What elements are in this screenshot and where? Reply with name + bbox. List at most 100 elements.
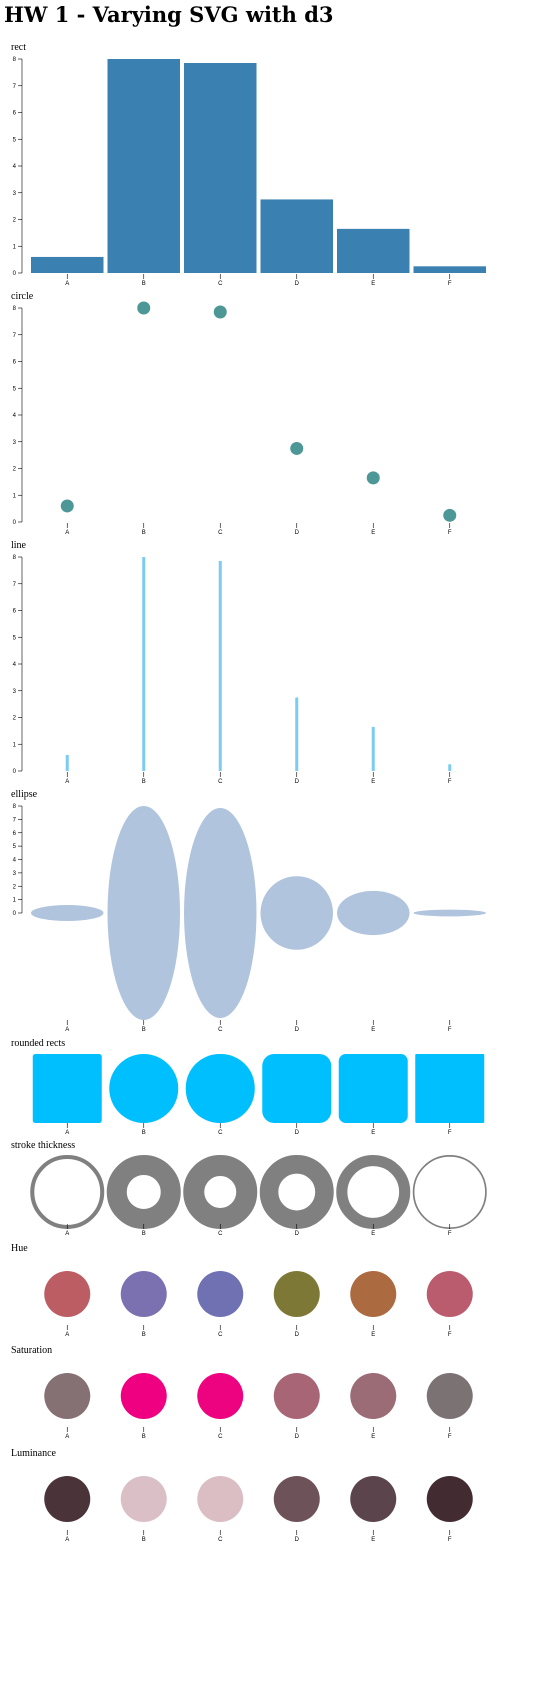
- saturation-x-tick-label: B: [142, 1434, 146, 1440]
- circle-x-tick-label: B: [142, 530, 146, 536]
- line-x-tick-label: D: [295, 779, 300, 785]
- circle-y-tick-label: 5: [13, 386, 17, 392]
- stroke-circle-A: [32, 1157, 102, 1227]
- circle-y-tick-label: 1: [13, 493, 17, 499]
- ellipse-x-tick-label: F: [448, 1027, 452, 1033]
- rounded-x-tick-label: C: [218, 1130, 223, 1136]
- circle-x-tick-label: E: [371, 530, 375, 536]
- rect-y-tick-label: 4: [13, 164, 17, 170]
- ellipse-F: [414, 910, 487, 917]
- rect-x-tick-label: E: [371, 281, 375, 287]
- ellipse-x-tick-label: A: [65, 1027, 69, 1033]
- saturation-swatch-D: [274, 1373, 320, 1419]
- ellipse-y-tick-label: 6: [13, 831, 17, 837]
- ellipse-y-tick-label: 0: [13, 911, 17, 917]
- point-B: [137, 302, 150, 315]
- circle-y-tick-label: 6: [13, 360, 17, 366]
- rect-y-tick-label: 5: [13, 137, 17, 143]
- rect-y-tick-label: 1: [13, 244, 17, 250]
- hue-swatch-E: [350, 1271, 396, 1317]
- rect-y-tick-label: 6: [13, 111, 17, 117]
- ellipse-y-tick-label: 2: [13, 884, 17, 890]
- circle-y-tick-label: 8: [13, 306, 17, 312]
- circle-x-tick-label: C: [218, 530, 223, 536]
- rect-chart: 012345678A B C D E F: [13, 57, 486, 287]
- saturation-chart: ABCDEF: [44, 1373, 473, 1440]
- line-y-tick-label: 3: [13, 689, 17, 695]
- luminance-x-tick-label: B: [142, 1537, 146, 1543]
- line-y-tick-label: 7: [13, 582, 17, 588]
- circle-x-tick-label: F: [448, 530, 452, 536]
- stroke-x-tick-label: D: [295, 1231, 300, 1237]
- point-E: [367, 471, 380, 484]
- ellipse-x-tick-label: B: [142, 1027, 146, 1033]
- hue-x-tick-label: A: [65, 1332, 69, 1338]
- line-y-tick-label: 4: [13, 662, 17, 668]
- saturation-swatch-B: [121, 1373, 167, 1419]
- stroke-x-tick-label: C: [218, 1231, 223, 1237]
- ellipse-x-tick-label: D: [295, 1027, 300, 1033]
- luminance-x-tick-label: C: [218, 1537, 223, 1543]
- line-x-tick-label: C: [218, 779, 223, 785]
- rect-y-tick-label: 7: [13, 84, 17, 90]
- saturation-x-tick-label: C: [218, 1434, 223, 1440]
- stroke-circle-F: [414, 1156, 486, 1228]
- circle-x-tick-label: A: [65, 530, 69, 536]
- luminance-swatch-C: [197, 1476, 243, 1522]
- rounded-rect-C: [186, 1054, 255, 1123]
- circle-y-tick-label: 4: [13, 413, 17, 419]
- saturation-x-tick-label: D: [295, 1434, 300, 1440]
- line-y-tick-label: 8: [13, 555, 17, 561]
- line-y-tick-label: 6: [13, 609, 17, 615]
- rounded-rects-chart: ABCDEF: [33, 1054, 485, 1136]
- ellipse-y-tick-label: 7: [13, 817, 17, 823]
- stroke-x-tick-label: E: [371, 1231, 375, 1237]
- ellipse-y-tick-label: 4: [13, 858, 17, 864]
- luminance-swatch-F: [427, 1476, 473, 1522]
- luminance-swatch-A: [44, 1476, 90, 1522]
- luminance-x-tick-label: A: [65, 1537, 69, 1543]
- circle-y-tick-label: 3: [13, 440, 17, 446]
- hue-swatch-C: [197, 1271, 243, 1317]
- ellipse-B: [108, 806, 181, 1020]
- rounded-x-tick-label: E: [371, 1130, 375, 1136]
- bar-E: [337, 229, 410, 273]
- line-x-tick-label: B: [142, 779, 146, 785]
- hue-swatch-D: [274, 1271, 320, 1317]
- rect-y-tick-label: 0: [13, 271, 17, 277]
- ellipse-y-tick-label: 5: [13, 844, 17, 850]
- line-y-tick-label: 0: [13, 769, 17, 775]
- bar-F: [414, 266, 487, 273]
- luminance-x-tick-label: E: [371, 1537, 375, 1543]
- luminance-chart: A B C D E F: [44, 1476, 473, 1543]
- stroke-circle-C: [210, 1181, 231, 1202]
- line-y-tick-label: 5: [13, 635, 17, 641]
- luminance-x-tick-label: F: [448, 1537, 452, 1543]
- hue-swatch-B: [121, 1271, 167, 1317]
- circle-x-tick-label: D: [295, 530, 300, 536]
- bar-D: [261, 199, 334, 273]
- line-x-tick-label: E: [371, 779, 375, 785]
- circle-y-tick-label: 0: [13, 520, 17, 526]
- saturation-x-tick-label: A: [65, 1434, 69, 1440]
- hue-x-tick-label: C: [218, 1332, 223, 1338]
- line-chart: 012345678A B C D E F: [13, 555, 452, 785]
- rect-y-tick-label: 2: [13, 218, 17, 224]
- rect-x-tick-label: F: [448, 281, 452, 287]
- bar-A: [31, 257, 104, 273]
- luminance-x-tick-label: D: [295, 1537, 300, 1543]
- circle-y-tick-label: 2: [13, 467, 17, 473]
- ellipse-C: [184, 808, 257, 1018]
- ellipse-y-tick-label: 1: [13, 898, 17, 904]
- saturation-swatch-A: [44, 1373, 90, 1419]
- rounded-x-tick-label: B: [142, 1130, 146, 1136]
- circle-chart: 0 1 2 3 4 5 6 7 8 A B C D E F: [13, 302, 457, 537]
- stroke-thickness-chart: A B C D E F: [32, 1156, 486, 1237]
- rounded-rect-F: [415, 1054, 484, 1123]
- hue-swatch-A: [44, 1271, 90, 1317]
- line-y-tick-label: 1: [13, 742, 17, 748]
- stroke-circle-B: [134, 1182, 154, 1202]
- rect-x-tick-label: C: [218, 281, 223, 287]
- saturation-x-tick-label: E: [371, 1434, 375, 1440]
